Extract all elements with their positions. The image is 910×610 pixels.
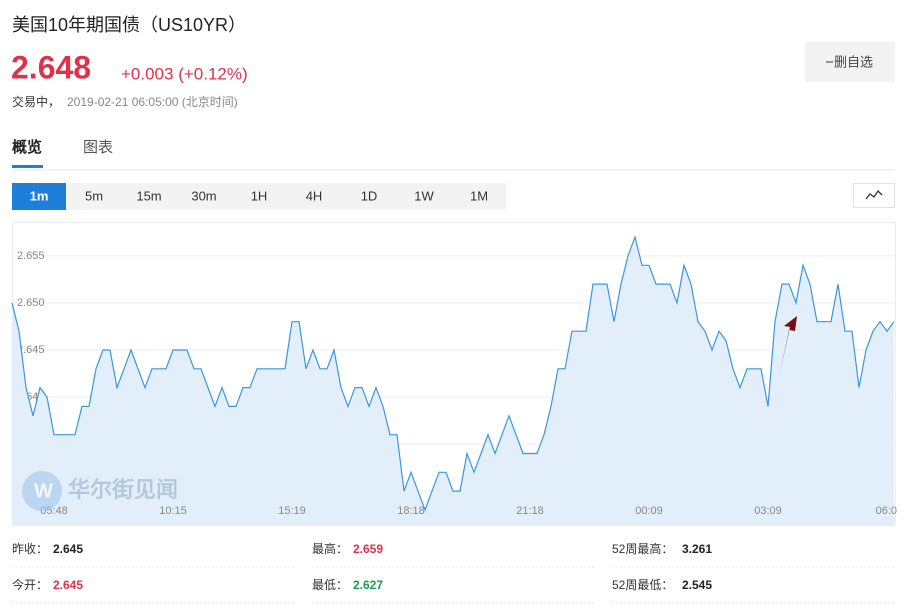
- stat-label: 52周最高：: [612, 541, 673, 556]
- tab[interactable]: 概览: [12, 138, 42, 156]
- interval-button[interactable]: 4H: [306, 188, 323, 203]
- interval-active-bg: [12, 183, 66, 210]
- y-tick-label: 2.650: [17, 297, 45, 309]
- tab-indicator: [12, 165, 43, 168]
- interval-bar: [12, 183, 506, 210]
- price: 2.648: [11, 49, 91, 85]
- title: 美国10年期国债（US10YR）: [12, 15, 246, 35]
- stat-label: 今开：: [12, 577, 48, 592]
- interval-label: 1m: [30, 188, 49, 203]
- interval-button[interactable]: 15m: [136, 188, 161, 203]
- y-tick-label: 2.655: [17, 250, 45, 262]
- price-line: [11, 235, 895, 512]
- price-change: +0.003 (+0.12%): [121, 64, 248, 83]
- stats: 昨收： 2.645 最高： 2.659 52周最高： 3.261 今开： 2.645 最低： 2.…: [12, 541, 895, 604]
- area-fill: [12, 237, 894, 525]
- chart-toggle[interactable]: [853, 183, 895, 208]
- watermark-mark: W: [34, 480, 53, 502]
- interval-label: 1D: [361, 188, 378, 203]
- watermark-logo: [22, 471, 62, 511]
- status: 交易中，: [12, 94, 60, 109]
- stat-label: 52周最低：: [612, 578, 673, 592]
- toggle-box: [853, 183, 895, 208]
- stat-label: 最高：: [312, 541, 348, 556]
- y-tick-label: 2.645: [17, 344, 45, 356]
- timestamp: 2019-02-21 06:05:00 (北京时间): [67, 95, 238, 109]
- stat-value: 2.659: [353, 542, 383, 556]
- button-bg: [805, 42, 895, 82]
- interval-label: 15m: [136, 188, 161, 203]
- watermark-text: 华尔街见闻: [68, 477, 178, 502]
- interval-button[interactable]: 1m: [12, 183, 66, 210]
- stat-label: 最低：: [312, 578, 348, 592]
- stat-value: 2.645: [53, 542, 83, 556]
- stat-value: 2.627: [353, 578, 383, 592]
- watermark: W 华尔街见闻: [22, 471, 178, 511]
- stat-value: 2.645: [53, 578, 83, 592]
- interval-button[interactable]: 1H: [251, 188, 268, 203]
- x-tick-label: 06:0: [876, 505, 897, 517]
- interval-label: 1W: [414, 188, 434, 203]
- interval-button[interactable]: 5m: [85, 188, 103, 203]
- interval-button[interactable]: 1M: [470, 188, 488, 203]
- interval-label: 30m: [191, 188, 216, 203]
- interval-label: 1M: [470, 188, 488, 203]
- watch-button[interactable]: 删自选: [805, 42, 895, 82]
- stat-value: 3.261: [682, 542, 712, 556]
- x-tick-label: 00:09: [635, 505, 663, 517]
- tab[interactable]: 图表: [83, 139, 113, 156]
- interval-button[interactable]: 1W: [414, 188, 434, 203]
- toggle-icon: [865, 189, 883, 200]
- annotation-arrow: [779, 316, 797, 377]
- x-tick-label: 15:19: [278, 505, 306, 517]
- x-tick-label: 21:18: [516, 505, 544, 517]
- interval-label: 4H: [306, 188, 323, 203]
- interval-label: 1H: [251, 188, 268, 203]
- x-tick-label: 10:15: [159, 505, 187, 517]
- stat-label: 昨收：: [12, 542, 48, 556]
- interval-button[interactable]: 1D: [361, 188, 378, 203]
- interval-button[interactable]: 30m: [191, 188, 216, 203]
- button-label: 删自选: [834, 54, 873, 69]
- stat-value: 2.545: [682, 578, 712, 592]
- x-tick-label: 03:09: [754, 505, 782, 517]
- interval-label: 5m: [85, 188, 103, 203]
- plot: 2.6552.6502.6452.6402.6352.63005:4810:15…: [11, 235, 897, 525]
- x-tick-label: 18:18: [397, 505, 425, 517]
